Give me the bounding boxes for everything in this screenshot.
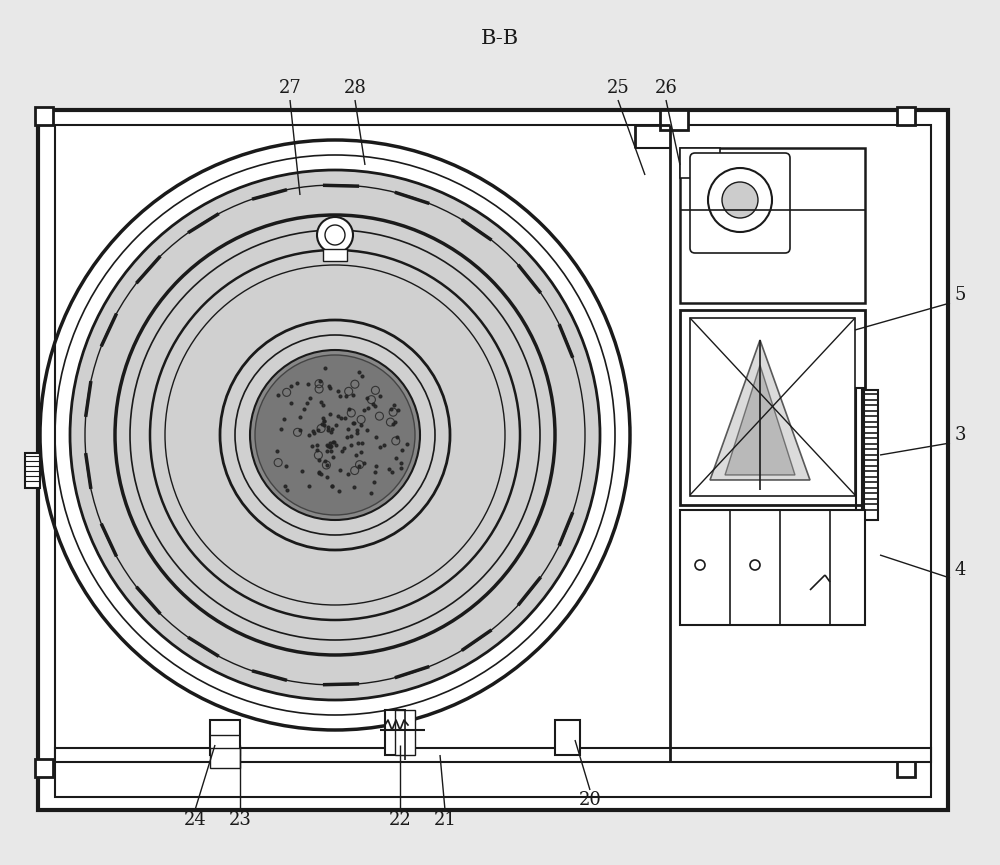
Polygon shape — [725, 365, 795, 475]
Text: 3: 3 — [954, 426, 966, 444]
Bar — [897, 107, 915, 125]
Text: 27: 27 — [279, 79, 301, 97]
Circle shape — [722, 182, 758, 218]
Bar — [210, 720, 240, 755]
Circle shape — [250, 350, 420, 520]
Circle shape — [70, 170, 600, 700]
Bar — [55, 125, 931, 797]
Text: 4: 4 — [954, 561, 966, 579]
Bar — [385, 710, 405, 755]
Bar — [35, 759, 53, 777]
Bar — [680, 148, 720, 178]
Bar — [660, 110, 688, 130]
Bar — [38, 110, 948, 810]
Bar — [38, 110, 948, 810]
Bar — [395, 710, 415, 755]
Text: 20: 20 — [579, 791, 601, 809]
Circle shape — [317, 217, 353, 253]
Bar — [25, 453, 40, 488]
Bar — [323, 249, 347, 261]
Bar — [555, 720, 580, 755]
Polygon shape — [710, 340, 810, 480]
Text: 28: 28 — [344, 79, 366, 97]
Text: 26: 26 — [655, 79, 677, 97]
Bar — [680, 148, 865, 303]
Circle shape — [708, 168, 772, 232]
Bar — [35, 107, 53, 125]
Bar — [856, 388, 864, 523]
Bar — [210, 748, 240, 768]
Text: 21: 21 — [434, 811, 456, 829]
Bar — [55, 748, 931, 762]
FancyBboxPatch shape — [690, 153, 790, 253]
Text: B-B: B-B — [481, 29, 519, 48]
Text: 5: 5 — [954, 286, 966, 304]
Bar — [862, 390, 878, 520]
Text: 22: 22 — [389, 811, 411, 829]
Bar — [897, 759, 915, 777]
Text: 24: 24 — [184, 811, 206, 829]
Circle shape — [325, 225, 345, 245]
Bar — [690, 318, 855, 496]
Bar — [680, 310, 865, 505]
Circle shape — [255, 355, 415, 515]
Text: 23: 23 — [229, 811, 251, 829]
Text: 25: 25 — [607, 79, 629, 97]
Bar — [680, 510, 865, 625]
